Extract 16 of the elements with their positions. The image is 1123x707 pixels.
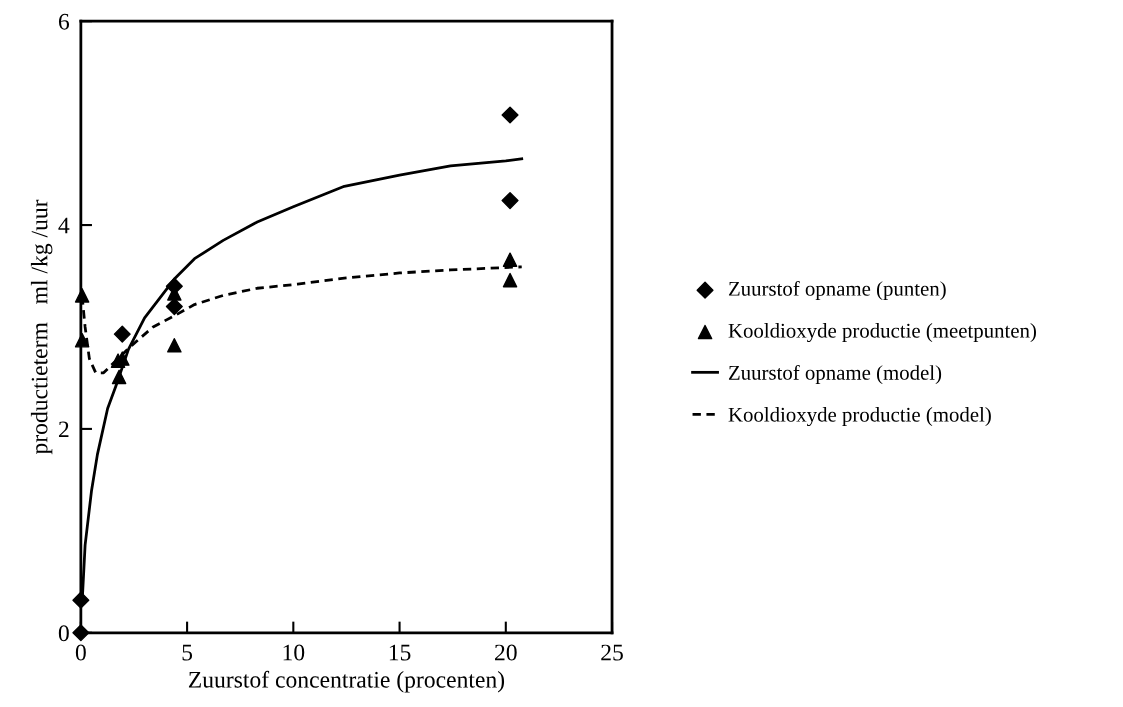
x-tick-label: 5 [182,644,193,661]
legend-label: Zuurstof opname (punten) [728,280,946,301]
y-axis-title: productieterm ml /kg /uur [30,199,53,455]
x-tick-label: 25 [601,644,623,661]
x-tick-label: 15 [389,644,411,661]
legend-label: Zuurstof opname (model) [728,364,942,385]
legend-label: Kooldioxyde productie (meetpunten) [728,323,1036,343]
legend-label: Kooldioxyde productie (model) [728,407,991,427]
y-tick-label: 6 [58,13,70,30]
x-tick-label: 10 [283,644,305,661]
x-tick-label: 0 [75,644,86,661]
y-tick-label: 4 [58,217,70,234]
x-axis-title: Zuurstof concentratie (procenten) [188,670,505,693]
x-tick-label: 20 [495,644,517,661]
y-tick-label: 2 [58,421,69,438]
y-tick-label: 0 [58,625,69,642]
